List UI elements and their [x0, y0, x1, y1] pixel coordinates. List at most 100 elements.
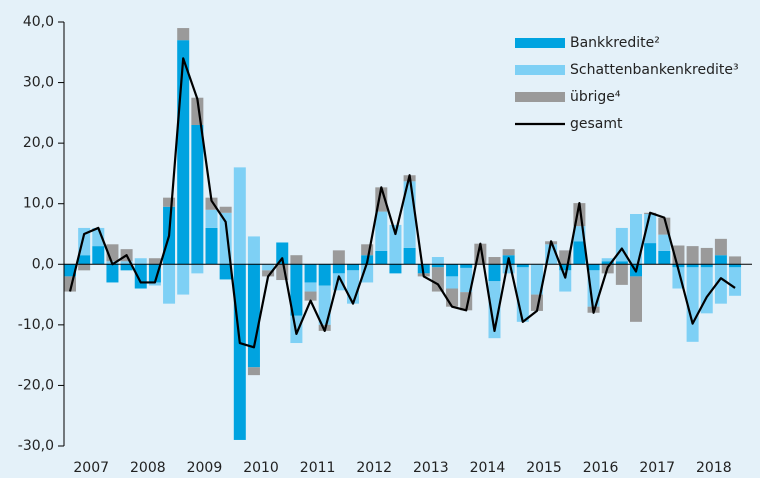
legend-label: Schattenbankenkredite³: [570, 62, 739, 78]
bar-segment: [615, 261, 628, 265]
bar-segment: [587, 264, 600, 271]
bar-segment: [219, 206, 232, 213]
bar-segment: [375, 211, 388, 251]
x-tick-label: 2017: [639, 460, 675, 476]
bar-segment: [148, 282, 161, 286]
y-tick-label: -10,0: [18, 317, 54, 333]
bar-segment: [516, 267, 529, 322]
bar-segment: [262, 264, 275, 271]
x-tick-label: 2016: [583, 460, 619, 476]
bar-segment: [233, 167, 246, 265]
legend-swatch: [515, 38, 565, 48]
bar-segment: [460, 267, 473, 293]
bar-segment: [177, 40, 190, 265]
bar-segment: [78, 264, 91, 271]
y-tick-label: 40,0: [23, 14, 54, 30]
bar-segment: [615, 264, 628, 285]
bar-segment: [502, 249, 515, 256]
bar-segment: [630, 276, 642, 322]
bar-segment: [446, 276, 459, 289]
bar-segment: [644, 243, 657, 265]
bar-segment: [431, 264, 444, 268]
bar-segment: [714, 238, 727, 256]
bar-segment: [233, 264, 246, 440]
bar-segment: [191, 264, 204, 274]
bar-segment: [120, 261, 133, 265]
total-line: [68, 57, 736, 349]
bar-segment: [134, 258, 147, 265]
bar-segment: [686, 246, 699, 265]
x-tick-label: 2009: [187, 460, 223, 476]
x-tick-label: 2015: [526, 460, 562, 476]
bar-segment: [446, 288, 459, 307]
bar-segment: [332, 264, 345, 274]
bar-segment: [332, 250, 345, 265]
bar-segment: [120, 264, 133, 271]
bar-segment: [92, 246, 105, 265]
bar-segment: [714, 264, 727, 304]
bar-segment: [686, 264, 699, 268]
y-tick-label: 30,0: [23, 75, 54, 91]
bar-segment: [347, 264, 359, 271]
bar-segment: [431, 257, 444, 265]
bar-segment: [163, 197, 176, 207]
bar-segment: [219, 264, 232, 280]
bar-segment: [361, 244, 374, 256]
bar-segment: [601, 258, 614, 262]
bar-segment: [658, 234, 671, 251]
bar-segment: [347, 270, 359, 304]
bar-segment: [601, 261, 614, 265]
bar-segment: [290, 255, 303, 265]
bar-segment: [163, 264, 176, 304]
bar-segment: [714, 255, 727, 265]
bar-segment: [530, 264, 543, 295]
bar-segment: [630, 214, 642, 265]
bar-segment: [431, 267, 444, 292]
bar-segment: [729, 264, 742, 268]
bar-segment: [106, 264, 119, 283]
bar-segment: [191, 124, 204, 265]
legend-label: übrige⁴: [570, 89, 621, 105]
x-tick-label: 2011: [300, 460, 336, 476]
x-tick-label: 2008: [130, 460, 166, 476]
bar-segment: [516, 264, 529, 268]
bar-segment: [488, 281, 501, 339]
x-tick-label: 2007: [73, 460, 109, 476]
bar-segment: [205, 209, 218, 228]
bar-segment: [446, 264, 459, 277]
bar-segment: [304, 291, 317, 301]
bar-segment: [729, 267, 742, 296]
bar-segment: [375, 250, 388, 265]
bar-segment: [276, 242, 289, 265]
bar-segment: [559, 270, 572, 292]
y-tick-label: 20,0: [23, 135, 54, 151]
bar-segment: [488, 257, 501, 265]
x-tick-label: 2018: [696, 460, 732, 476]
bar-segment: [247, 236, 260, 265]
bar-segment: [488, 264, 501, 282]
bar-segment: [559, 264, 572, 271]
bar-segment: [686, 267, 699, 342]
legend-label: gesamt: [570, 116, 623, 132]
bar-segment: [389, 224, 402, 265]
bar-segment: [700, 247, 713, 265]
bar-segment: [64, 264, 76, 277]
bar-segment: [148, 258, 161, 265]
bar-segment: [247, 264, 260, 368]
y-tick-label: 10,0: [23, 196, 54, 212]
bar-segment: [318, 264, 331, 286]
x-tick-label: 2014: [470, 460, 506, 476]
bar-segment: [573, 241, 586, 265]
bar-segment: [502, 264, 515, 274]
bar-segment: [304, 264, 317, 283]
legend-swatch: [515, 65, 565, 75]
bar-segment: [460, 264, 473, 268]
bar-segment: [729, 256, 742, 265]
bar-segment: [304, 282, 317, 292]
x-tick-label: 2010: [243, 460, 279, 476]
bar-segment: [403, 247, 416, 265]
legend-swatch: [515, 92, 565, 102]
bar-segment: [700, 264, 713, 268]
bar-segment: [78, 255, 91, 265]
